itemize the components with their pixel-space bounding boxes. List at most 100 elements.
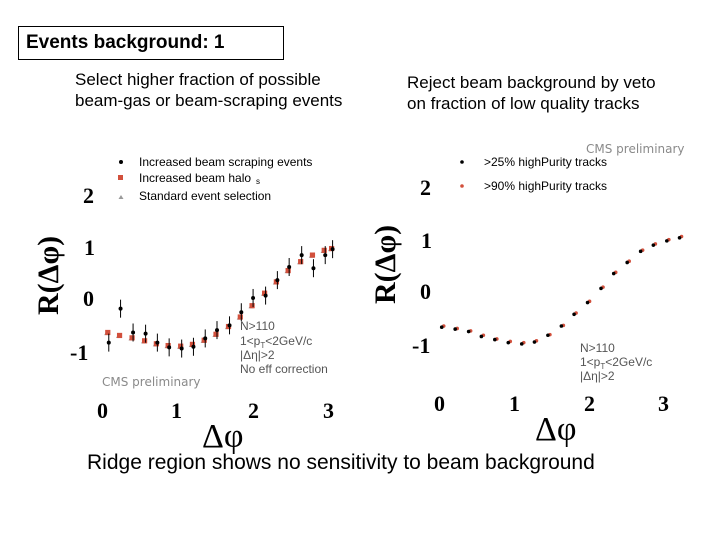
data-point <box>201 337 207 343</box>
data-point <box>665 239 669 243</box>
data-point <box>321 247 327 253</box>
right-plot: CMS preliminary >25% highPurity tracks >… <box>369 136 690 448</box>
x-tick-label: 3 <box>658 391 669 416</box>
data-point <box>466 329 471 334</box>
data-point <box>116 332 123 339</box>
data-point <box>275 278 280 283</box>
left-x-axis-label: Δφ <box>202 418 244 455</box>
data-point <box>285 267 291 274</box>
legend-entry: Standard event selection <box>139 189 271 203</box>
left-cuts: N>110 1<pT<2GeV/c |Δη|>2 No eff correcti… <box>240 319 328 376</box>
legend-marker-red <box>118 175 123 180</box>
data-point <box>599 286 603 291</box>
right-caption: Reject beam background by veto on fracti… <box>407 72 656 114</box>
data-point <box>559 324 564 328</box>
cut-subscript: T <box>260 341 265 350</box>
y-tick-label: 0 <box>83 286 94 311</box>
data-point <box>251 295 256 300</box>
cut-subscript: T <box>600 362 605 371</box>
data-point <box>298 259 304 265</box>
slide-title: Events background: 1 <box>18 26 284 60</box>
legend-marker-black <box>119 160 123 164</box>
right-caption-line: Reject beam background by veto <box>407 73 656 92</box>
data-point <box>651 243 656 247</box>
right-legend: >25% highPurity tracks >90% highPurity t… <box>460 155 607 193</box>
legend-extra: s <box>256 177 260 186</box>
data-point <box>479 334 484 339</box>
right-tick-labels: 0 1 2 3 2 1 0 -1 <box>412 175 669 416</box>
left-tick-labels: 0 1 2 3 2 1 0 -1 <box>70 183 334 423</box>
x-tick-label: 2 <box>248 398 259 423</box>
data-point <box>611 271 616 276</box>
x-tick-label: 1 <box>509 391 520 416</box>
data-point <box>625 260 629 265</box>
x-tick-label: 0 <box>97 398 108 423</box>
data-point <box>299 253 304 258</box>
left-plot: Increased beam scraping events Increased… <box>32 145 350 455</box>
data-point <box>215 328 220 333</box>
legend-marker-red <box>460 184 464 188</box>
data-point <box>439 325 444 330</box>
legend-entry: >25% highPurity tracks <box>484 155 607 169</box>
left-caption-line: beam-gas or beam-scraping events <box>75 91 343 110</box>
right-plot-points <box>439 234 684 346</box>
data-point <box>129 335 135 341</box>
data-point <box>532 340 537 344</box>
data-point <box>453 327 457 331</box>
y-tick-label: 2 <box>83 183 94 208</box>
cut-text: |Δη|>2 <box>240 348 275 362</box>
y-tick-label: 0 <box>420 279 431 304</box>
data-point <box>213 331 219 337</box>
data-point <box>118 306 123 311</box>
legend-marker-grey <box>118 195 124 199</box>
left-y-axis-label: R(Δφ) <box>32 236 65 315</box>
right-caption-line: on fraction of low quality tracks <box>407 94 640 113</box>
right-x-axis-label: Δφ <box>535 411 577 448</box>
data-point <box>167 345 172 350</box>
legend-marker-black <box>460 160 464 164</box>
y-tick-label: -1 <box>412 333 430 358</box>
data-point <box>155 340 160 345</box>
right-watermark: CMS preliminary <box>586 142 685 156</box>
cut-text: N>110 <box>580 341 615 355</box>
footer-caption: Ridge region shows no sensitivity to bea… <box>87 451 595 474</box>
data-point <box>106 340 111 345</box>
left-watermark: CMS preliminary <box>102 375 201 389</box>
y-tick-label: 2 <box>420 175 431 200</box>
left-caption: Select higher fraction of possible beam-… <box>75 69 342 111</box>
data-point <box>239 310 244 315</box>
data-point <box>323 253 328 258</box>
data-point <box>143 331 148 336</box>
data-point <box>141 338 148 344</box>
data-point <box>330 247 335 252</box>
data-point <box>237 314 243 320</box>
data-point <box>677 235 682 240</box>
right-plot-frame <box>432 136 690 392</box>
cut-text: 1<pT<2GeV/c <box>580 355 652 371</box>
left-caption-line: Select higher fraction of possible <box>75 70 321 89</box>
y-tick-label: -1 <box>70 340 88 365</box>
data-point <box>309 252 316 258</box>
x-tick-label: 1 <box>171 398 182 423</box>
data-point <box>203 336 208 341</box>
x-tick-label: 2 <box>584 391 595 416</box>
cut-text: 1<pT<2GeV/c <box>240 334 312 350</box>
right-cuts: N>110 1<pT<2GeV/c |Δη|>2 <box>580 341 652 383</box>
data-point <box>179 346 184 351</box>
y-tick-label: 1 <box>421 228 432 253</box>
data-point <box>263 293 268 298</box>
x-tick-label: 3 <box>323 398 334 423</box>
data-point <box>311 266 316 271</box>
cut-text-part: <2GeV/c <box>265 334 312 348</box>
data-point <box>165 342 171 349</box>
data-point <box>638 249 643 254</box>
data-point <box>227 323 232 328</box>
data-point <box>585 300 590 305</box>
cut-text: |Δη|>2 <box>580 369 615 383</box>
legend-entry: >90% highPurity tracks <box>484 179 607 193</box>
left-plot-points <box>104 240 335 358</box>
legend-entry: Increased beam halo <box>139 171 251 185</box>
data-point <box>519 342 524 346</box>
right-y-axis-label: R(Δφ) <box>369 225 402 304</box>
